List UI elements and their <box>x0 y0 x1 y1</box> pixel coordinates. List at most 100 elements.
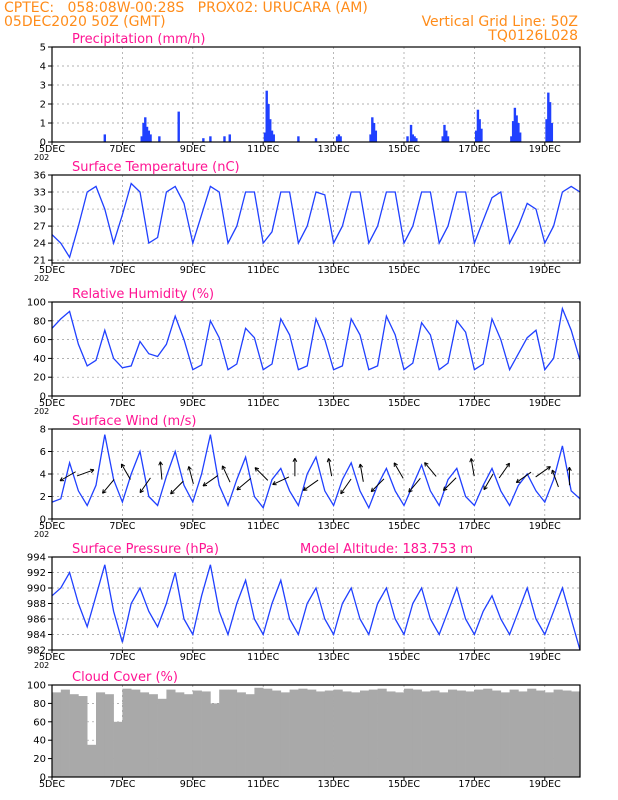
y-tick-label: 60 <box>33 717 46 728</box>
cloud-bar <box>448 689 458 777</box>
precip-bar <box>297 136 300 142</box>
x-tick-label: 9DEC <box>180 779 206 790</box>
precip-bar <box>547 92 550 142</box>
x-tick-label: 13DEC <box>318 398 350 409</box>
cloud-bar <box>140 692 150 777</box>
wind-arrow <box>236 477 252 491</box>
y-tick-label: 100 <box>27 681 46 692</box>
precip-bar <box>142 123 145 142</box>
panel-frame <box>51 46 581 143</box>
y-tick-label: 982 <box>27 646 46 657</box>
x-tick-label: 5DEC <box>39 398 65 409</box>
y-tick-label: 80 <box>33 316 46 327</box>
x-tick-label: 15DEC <box>388 144 420 155</box>
x-tick-label: 17DEC <box>458 652 490 663</box>
precip-bar <box>548 102 552 142</box>
precip-bar <box>446 136 450 142</box>
cloud-bar <box>96 692 106 777</box>
x-tick-label: 7DEC <box>109 779 135 790</box>
cloud-bar <box>395 692 405 777</box>
x-tick-label: 17DEC <box>458 265 490 276</box>
x-tick-label: 5DEC <box>39 779 65 790</box>
y-tick-label: 20 <box>33 373 46 384</box>
y-tick-label: 988 <box>27 599 46 610</box>
x-tick-label: 7DEC <box>109 144 135 155</box>
x-tick-label: 9DEC <box>180 398 206 409</box>
wind-arrow <box>370 478 385 493</box>
cloud-bar <box>122 688 132 777</box>
panel-title: Surface Temperature (nC) <box>72 160 240 175</box>
x-tick-label: 19DEC <box>529 398 561 409</box>
y-tick-label: 100 <box>27 298 46 309</box>
precip-bar <box>513 107 517 142</box>
series-line <box>51 434 581 510</box>
precip-bar <box>103 134 106 142</box>
series-line <box>51 182 581 259</box>
x-tick-label: 9DEC <box>180 265 206 276</box>
precip-bar <box>272 134 275 142</box>
precip-bar <box>147 130 150 142</box>
precip-bar <box>372 123 376 142</box>
y-tick-label: 990 <box>27 584 46 595</box>
panel-2 <box>48 174 581 266</box>
wind-arrow <box>515 471 532 484</box>
cloud-bar <box>192 690 202 777</box>
cloud-bar <box>474 689 484 777</box>
precip-bar <box>314 138 318 142</box>
wind-arrow <box>483 473 494 491</box>
cloud-bar <box>492 690 502 777</box>
header-station-line: CPTEC: 058:08W-00:28S PROX02: URUCARA (A… <box>4 0 368 16</box>
wind-arrow <box>59 471 76 482</box>
panel-title: Precipitation (mm/h) <box>72 32 205 47</box>
wind-arrow <box>139 477 151 494</box>
precip-bar <box>335 136 339 142</box>
cloud-bar <box>571 691 581 777</box>
panel-frame <box>51 301 581 397</box>
precip-bar <box>202 138 205 142</box>
cloud-bar <box>518 691 528 777</box>
y-tick-label: 20 <box>33 754 46 765</box>
x-tick-label: 17DEC <box>458 521 490 532</box>
precip-bar <box>339 136 342 142</box>
y-tick-label: 40 <box>33 736 46 747</box>
cloud-bar <box>421 691 431 777</box>
x-tick-label: 13DEC <box>318 652 350 663</box>
precip-bar <box>265 90 268 142</box>
x-tick-label: 19DEC <box>529 521 561 532</box>
y-tick-label: 40 <box>33 354 46 365</box>
panel-6 <box>48 684 581 780</box>
panel-frame <box>51 174 581 264</box>
panel-5 <box>48 556 581 653</box>
precip-bar <box>409 124 413 142</box>
wind-arrow <box>120 463 131 480</box>
wind-arrow <box>567 467 572 486</box>
series-line <box>51 306 581 372</box>
cloud-bar <box>245 694 255 777</box>
cloud-bar <box>289 689 299 777</box>
wind-arrow <box>272 476 290 486</box>
x-tick-label: 19DEC <box>529 779 561 790</box>
y-tick-label: 4 <box>40 62 46 73</box>
y-tick-label: 2 <box>40 492 46 503</box>
y-tick-label: 0 <box>40 138 46 149</box>
precip-bar <box>474 130 478 142</box>
wind-arrow <box>551 469 559 488</box>
precip-bar <box>263 132 267 142</box>
x-tick-label: 9DEC <box>180 521 206 532</box>
y-tick-label: 36 <box>33 171 46 182</box>
cloud-bar <box>298 688 308 777</box>
wind-arrow <box>469 458 475 477</box>
x-tick-year: 202 <box>34 661 49 670</box>
wind-arrow <box>76 468 95 477</box>
x-tick-label: 7DEC <box>109 398 135 409</box>
x-tick-label: 15DEC <box>388 779 420 790</box>
wind-arrow <box>408 478 421 493</box>
cloud-bar <box>104 694 114 777</box>
cloud-bar <box>272 690 282 777</box>
cloud-bar <box>113 721 123 777</box>
y-tick-label: 30 <box>33 205 46 216</box>
wind-arrow <box>340 478 352 495</box>
x-tick-label: 7DEC <box>109 265 135 276</box>
wind-arrow <box>326 458 333 477</box>
